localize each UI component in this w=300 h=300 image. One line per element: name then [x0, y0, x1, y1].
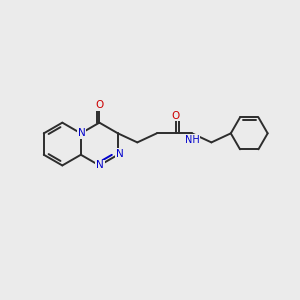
Text: NH: NH [184, 135, 200, 145]
Text: O: O [95, 100, 104, 110]
Text: N: N [116, 149, 123, 159]
Text: N: N [78, 128, 85, 138]
Text: O: O [172, 110, 180, 121]
Text: N: N [96, 160, 104, 170]
